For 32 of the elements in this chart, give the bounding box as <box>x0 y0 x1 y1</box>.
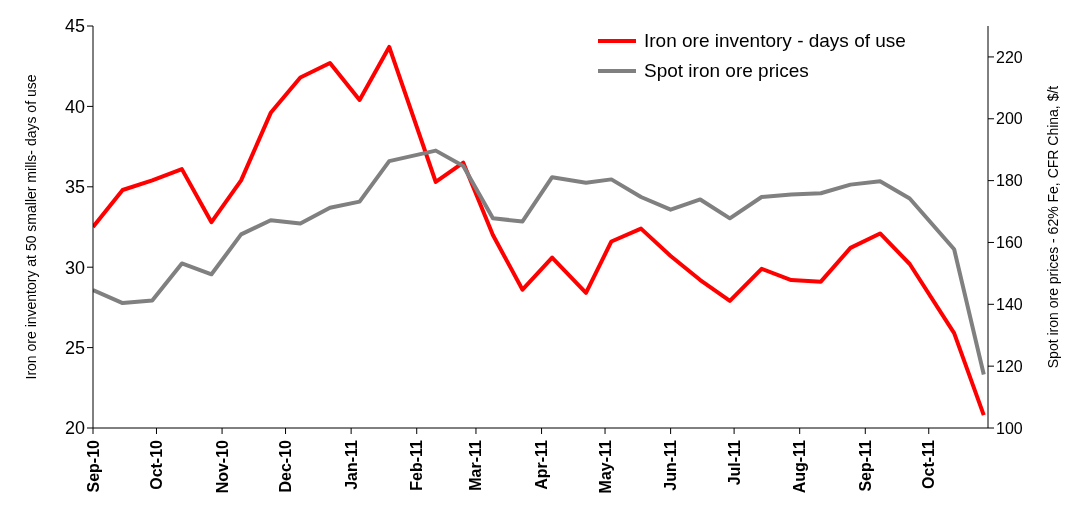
x-tick-label: Nov-10 <box>213 439 231 494</box>
x-tick-label: Aug-11 <box>791 439 809 494</box>
x-tick-label: Oct-10 <box>147 439 165 490</box>
y-tick-label: 20 <box>64 418 85 439</box>
y-axis-title: Iron ore inventory at 50 smaller mills- days of use <box>22 74 39 380</box>
x-tick-label: Apr-11 <box>533 439 551 490</box>
y2-tick-label: 220 <box>996 48 1023 66</box>
y-tick-label: 45 <box>64 16 85 37</box>
x-tick-label: Feb-11 <box>408 439 426 491</box>
x-tick-label: Mar-11 <box>467 439 485 491</box>
y2-tick-label: 200 <box>996 110 1023 128</box>
x-tick-label: Jun-11 <box>662 439 680 491</box>
y2-axis-title: Spot iron ore prices - 62% Fe, CFR China, $/t <box>1044 85 1061 369</box>
y2-tick-label: 100 <box>996 419 1023 437</box>
line-series <box>93 148 986 377</box>
y-tick-label: 25 <box>64 337 85 358</box>
x-tick-label: Oct-11 <box>920 439 938 489</box>
x-tick-label: Jul-11 <box>725 439 743 486</box>
y-tick-label: 30 <box>64 257 85 278</box>
x-tick-label: Jan-11 <box>342 439 360 490</box>
legend-label: Iron ore inventory - days of use <box>644 29 906 53</box>
y2-tick-label: 160 <box>996 234 1023 252</box>
x-tick-label: Dec-10 <box>277 439 295 493</box>
y2-tick-label: 120 <box>996 357 1023 375</box>
x-tick-label: Sep-11 <box>856 439 874 492</box>
x-tick-label: Sep-10 <box>84 439 102 493</box>
x-tick-label: May-11 <box>596 439 614 494</box>
y-tick-label: 40 <box>64 96 85 117</box>
legend-label: Spot iron ore prices <box>644 59 809 83</box>
y2-tick-label: 140 <box>996 295 1023 313</box>
y-tick-label: 35 <box>64 177 85 198</box>
y2-tick-label: 180 <box>996 172 1023 190</box>
